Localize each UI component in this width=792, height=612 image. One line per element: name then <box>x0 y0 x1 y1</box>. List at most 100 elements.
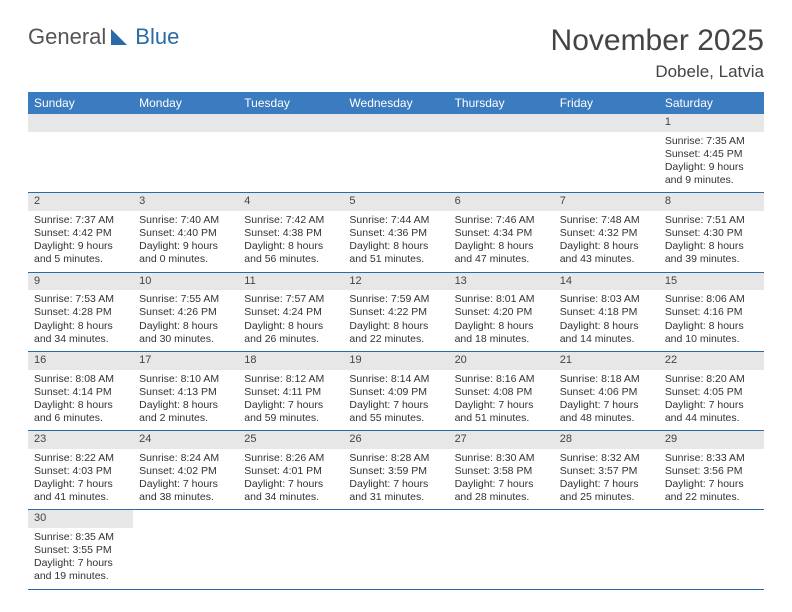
daylight-line: Daylight: 8 hours and 34 minutes. <box>34 320 127 346</box>
day-body: Sunrise: 7:44 AMSunset: 4:36 PMDaylight:… <box>343 211 448 272</box>
day-number-empty <box>343 114 448 132</box>
daylight-line: Daylight: 8 hours and 30 minutes. <box>139 320 232 346</box>
day-number: 21 <box>554 352 659 370</box>
calendar-cell: 1Sunrise: 7:35 AMSunset: 4:45 PMDaylight… <box>659 114 764 193</box>
day-body: Sunrise: 7:42 AMSunset: 4:38 PMDaylight:… <box>238 211 343 272</box>
calendar-cell: 27Sunrise: 8:30 AMSunset: 3:58 PMDayligh… <box>449 431 554 510</box>
day-body: Sunrise: 8:16 AMSunset: 4:08 PMDaylight:… <box>449 370 554 431</box>
day-number: 11 <box>238 273 343 291</box>
day-number: 1 <box>659 114 764 132</box>
sunset-line: Sunset: 4:26 PM <box>139 306 232 319</box>
sunrise-line: Sunrise: 7:44 AM <box>349 214 442 227</box>
day-number: 3 <box>133 193 238 211</box>
day-number: 25 <box>238 431 343 449</box>
calendar-cell: 30Sunrise: 8:35 AMSunset: 3:55 PMDayligh… <box>28 510 133 589</box>
daylight-line: Daylight: 7 hours and 31 minutes. <box>349 478 442 504</box>
calendar-week: 9Sunrise: 7:53 AMSunset: 4:28 PMDaylight… <box>28 272 764 351</box>
sunrise-line: Sunrise: 7:42 AM <box>244 214 337 227</box>
calendar-cell: 24Sunrise: 8:24 AMSunset: 4:02 PMDayligh… <box>133 431 238 510</box>
sunset-line: Sunset: 4:40 PM <box>139 227 232 240</box>
daylight-line: Daylight: 7 hours and 41 minutes. <box>34 478 127 504</box>
sunset-line: Sunset: 4:11 PM <box>244 386 337 399</box>
sunset-line: Sunset: 4:18 PM <box>560 306 653 319</box>
day-number: 19 <box>343 352 448 370</box>
day-number: 24 <box>133 431 238 449</box>
day-body-empty <box>343 132 448 180</box>
sunset-line: Sunset: 4:28 PM <box>34 306 127 319</box>
day-number: 20 <box>449 352 554 370</box>
day-body-empty <box>554 132 659 180</box>
sunrise-line: Sunrise: 7:46 AM <box>455 214 548 227</box>
calendar-cell: 22Sunrise: 8:20 AMSunset: 4:05 PMDayligh… <box>659 351 764 430</box>
dayofweek-header: Sunday <box>28 92 133 114</box>
day-number: 28 <box>554 431 659 449</box>
sunset-line: Sunset: 4:14 PM <box>34 386 127 399</box>
day-body: Sunrise: 7:51 AMSunset: 4:30 PMDaylight:… <box>659 211 764 272</box>
day-body: Sunrise: 8:24 AMSunset: 4:02 PMDaylight:… <box>133 449 238 510</box>
calendar-cell <box>238 510 343 589</box>
daylight-line: Daylight: 7 hours and 59 minutes. <box>244 399 337 425</box>
daylight-line: Daylight: 8 hours and 43 minutes. <box>560 240 653 266</box>
calendar-cell <box>238 114 343 193</box>
sunrise-line: Sunrise: 8:14 AM <box>349 373 442 386</box>
sunset-line: Sunset: 3:56 PM <box>665 465 758 478</box>
sunrise-line: Sunrise: 8:22 AM <box>34 452 127 465</box>
day-number: 12 <box>343 273 448 291</box>
calendar-cell: 7 Sunrise: 7:48 AMSunset: 4:32 PMDaylight… <box>554 193 659 272</box>
day-body: Sunrise: 8:01 AMSunset: 4:20 PMDaylight:… <box>449 290 554 351</box>
daylight-line: Daylight: 8 hours and 39 minutes. <box>665 240 758 266</box>
day-body: Sunrise: 7:55 AMSunset: 4:26 PMDaylight:… <box>133 290 238 351</box>
sunrise-line: Sunrise: 8:12 AM <box>244 373 337 386</box>
dayofweek-header: Monday <box>133 92 238 114</box>
logo-text-2: Blue <box>135 24 179 50</box>
day-number: 13 <box>449 273 554 291</box>
calendar-cell <box>659 510 764 589</box>
calendar-cell: 12Sunrise: 7:59 AMSunset: 4:22 PMDayligh… <box>343 272 448 351</box>
day-number-empty <box>554 114 659 132</box>
sunrise-line: Sunrise: 7:57 AM <box>244 293 337 306</box>
calendar-week: 16Sunrise: 8:08 AMSunset: 4:14 PMDayligh… <box>28 351 764 430</box>
sunset-line: Sunset: 3:58 PM <box>455 465 548 478</box>
sunset-line: Sunset: 4:34 PM <box>455 227 548 240</box>
day-number: 18 <box>238 352 343 370</box>
sunrise-line: Sunrise: 8:26 AM <box>244 452 337 465</box>
day-number: 16 <box>28 352 133 370</box>
day-body: Sunrise: 7:37 AMSunset: 4:42 PMDaylight:… <box>28 211 133 272</box>
daylight-line: Daylight: 8 hours and 47 minutes. <box>455 240 548 266</box>
day-number: 5 <box>343 193 448 211</box>
day-number: 6 <box>449 193 554 211</box>
day-number-empty <box>238 114 343 132</box>
logo: General Blue <box>28 24 179 50</box>
calendar-cell <box>449 510 554 589</box>
daylight-line: Daylight: 7 hours and 28 minutes. <box>455 478 548 504</box>
sunrise-line: Sunrise: 7:48 AM <box>560 214 653 227</box>
day-body-empty <box>28 132 133 180</box>
header: General Blue November 2025 Dobele, Latvi… <box>28 24 764 82</box>
day-body: Sunrise: 8:33 AMSunset: 3:56 PMDaylight:… <box>659 449 764 510</box>
day-number: 7 <box>554 193 659 211</box>
day-body: Sunrise: 8:32 AMSunset: 3:57 PMDaylight:… <box>554 449 659 510</box>
calendar-cell: 29Sunrise: 8:33 AMSunset: 3:56 PMDayligh… <box>659 431 764 510</box>
day-number: 27 <box>449 431 554 449</box>
calendar-week: 1Sunrise: 7:35 AMSunset: 4:45 PMDaylight… <box>28 114 764 193</box>
dayofweek-header: Tuesday <box>238 92 343 114</box>
day-body: Sunrise: 8:06 AMSunset: 4:16 PMDaylight:… <box>659 290 764 351</box>
day-body: Sunrise: 7:40 AMSunset: 4:40 PMDaylight:… <box>133 211 238 272</box>
calendar-cell: 8Sunrise: 7:51 AMSunset: 4:30 PMDaylight… <box>659 193 764 272</box>
sunrise-line: Sunrise: 7:40 AM <box>139 214 232 227</box>
sunrise-line: Sunrise: 8:01 AM <box>455 293 548 306</box>
day-body: Sunrise: 8:30 AMSunset: 3:58 PMDaylight:… <box>449 449 554 510</box>
sunset-line: Sunset: 4:03 PM <box>34 465 127 478</box>
day-body: Sunrise: 7:57 AMSunset: 4:24 PMDaylight:… <box>238 290 343 351</box>
sunset-line: Sunset: 4:08 PM <box>455 386 548 399</box>
calendar-cell <box>133 114 238 193</box>
sunset-line: Sunset: 3:55 PM <box>34 544 127 557</box>
calendar-cell: 4Sunrise: 7:42 AMSunset: 4:38 PMDaylight… <box>238 193 343 272</box>
daylight-line: Daylight: 9 hours and 9 minutes. <box>665 161 758 187</box>
day-number: 8 <box>659 193 764 211</box>
sunrise-line: Sunrise: 8:06 AM <box>665 293 758 306</box>
daylight-line: Daylight: 8 hours and 2 minutes. <box>139 399 232 425</box>
sunset-line: Sunset: 4:32 PM <box>560 227 653 240</box>
dayofweek-header: Wednesday <box>343 92 448 114</box>
sunrise-line: Sunrise: 7:35 AM <box>665 135 758 148</box>
